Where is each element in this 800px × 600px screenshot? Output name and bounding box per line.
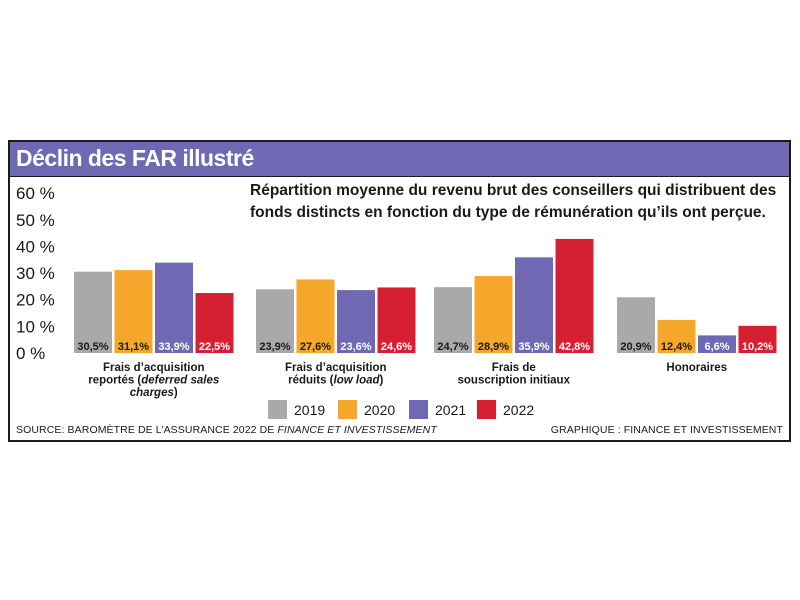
- bar: [657, 319, 696, 353]
- bar: [155, 262, 193, 353]
- bar-value-label: 33,9%: [158, 341, 189, 353]
- title-bar: Déclin des FAR illustré: [10, 142, 789, 177]
- y-tick-label: 50 %: [16, 211, 55, 230]
- bar: [195, 293, 234, 353]
- bar-value-label: 23,9%: [259, 341, 290, 353]
- source-publication: FINANCE ET INVESTISSEMENT: [277, 424, 437, 436]
- category-label: Honoraires: [666, 362, 727, 374]
- legend-swatch: [477, 400, 496, 419]
- bar: [337, 290, 375, 353]
- bar: [296, 279, 335, 353]
- legend-label: 2019: [294, 402, 325, 418]
- bar: [434, 287, 472, 353]
- legend-swatch: [409, 400, 428, 419]
- bar: [114, 270, 153, 353]
- bar-value-label: 28,9%: [478, 341, 509, 353]
- legend-swatch: [338, 400, 357, 419]
- y-tick-label: 60 %: [16, 184, 55, 203]
- chart-frame: Déclin des FAR illustré Répartition moye…: [8, 140, 791, 442]
- bar-value-label: 22,5%: [199, 341, 230, 353]
- bar: [738, 325, 777, 353]
- bar-value-label: 31,1%: [118, 341, 149, 353]
- bar-value-label: 24,7%: [437, 341, 468, 353]
- bar: [698, 335, 736, 353]
- bar: [256, 289, 294, 353]
- bar-value-label: 24,6%: [381, 341, 412, 353]
- bar: [377, 287, 416, 353]
- bar-value-label: 42,8%: [559, 341, 590, 353]
- bar-value-label: 35,9%: [518, 341, 549, 353]
- category-label: souscription initiaux: [458, 375, 571, 387]
- y-tick-label: 20 %: [16, 291, 55, 310]
- bar-value-label: 6,6%: [704, 341, 729, 353]
- bar-chart: 60 % 50 % 40 % 30 % 20 % 10 % 0 % 30,5% 23,9% 24,…: [16, 184, 777, 419]
- bar: [617, 297, 655, 353]
- y-tick-label: 30 %: [16, 264, 55, 283]
- y-tick-label: 40 %: [16, 237, 55, 256]
- legend-label: 2021: [435, 402, 466, 418]
- chart-subtitle: Répartition moyenne du revenu brut des c…: [250, 182, 777, 221]
- category-label: réduits (low load): [288, 375, 383, 387]
- legend-label: 2020: [364, 402, 395, 418]
- category-label: reportés (deferred sales: [88, 375, 219, 387]
- category-label: Frais d’acquisition: [103, 362, 205, 374]
- category-label: Frais de: [492, 362, 536, 374]
- legend-swatch: [268, 400, 287, 419]
- bar-value-label: 27,6%: [300, 341, 331, 353]
- category-label: charges): [130, 387, 178, 399]
- chart-title: Déclin des FAR illustré: [16, 145, 254, 171]
- bar-value-label: 20,9%: [620, 341, 651, 353]
- y-tick-label: 10 %: [16, 317, 55, 336]
- bar: [555, 238, 594, 353]
- bar: [74, 271, 112, 353]
- legend-label: 2022: [503, 402, 534, 418]
- graphic-credit: GRAPHIQUE : FINANCE ET INVESTISSEMENT: [550, 424, 783, 436]
- bar-value-label: 30,5%: [77, 341, 108, 353]
- bar-value-label: 12,4%: [661, 341, 692, 353]
- y-tick-label: 0 %: [16, 344, 45, 363]
- bar-value-label: 23,6%: [340, 341, 371, 353]
- source-prefix: SOURCE: BAROMÈTRE DE L’ASSURANCE 2022 DE: [16, 424, 278, 436]
- category-label: Frais d’acquisition: [285, 362, 387, 374]
- bar: [474, 275, 513, 353]
- bar: [515, 257, 553, 353]
- source-note: SOURCE: BAROMÈTRE DE L’ASSURANCE 2022 DE…: [16, 424, 437, 436]
- bar-value-label: 10,2%: [742, 341, 773, 353]
